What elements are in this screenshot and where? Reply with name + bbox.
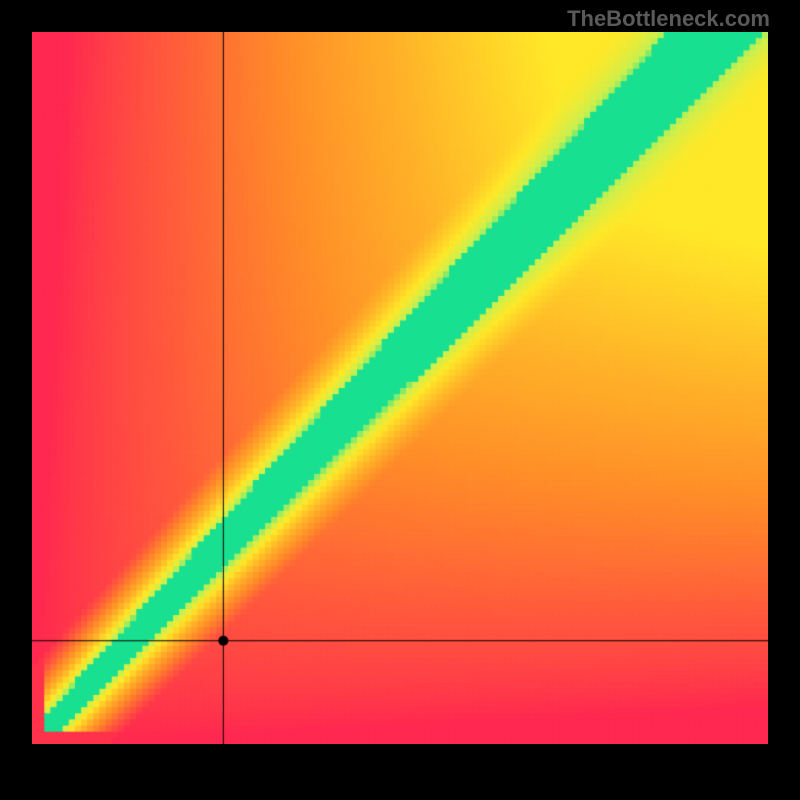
watermark-text: TheBottleneck.com — [567, 6, 770, 32]
bottleneck-heatmap — [32, 32, 768, 744]
heatmap-canvas — [32, 32, 768, 744]
